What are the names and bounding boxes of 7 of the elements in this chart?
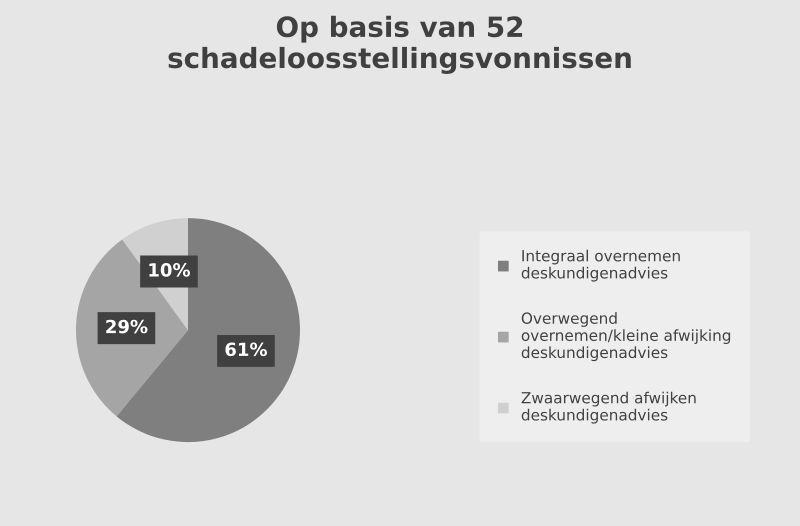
legend-label: Overwegend overnemen/kleine afwijking deskundigenadvies (522, 312, 730, 362)
legend-label: Integraal overnemen deskundigenadvies (522, 250, 680, 282)
data-label: 29% (106, 320, 148, 334)
data-label: 10% (149, 263, 190, 277)
data-label: 61% (225, 342, 267, 356)
chart-title: Op basis van 52 schadeloosstellingsvonnissen (168, 16, 631, 74)
legend-label: Zwaarwegend afwijken deskundigenadvies (522, 392, 696, 424)
